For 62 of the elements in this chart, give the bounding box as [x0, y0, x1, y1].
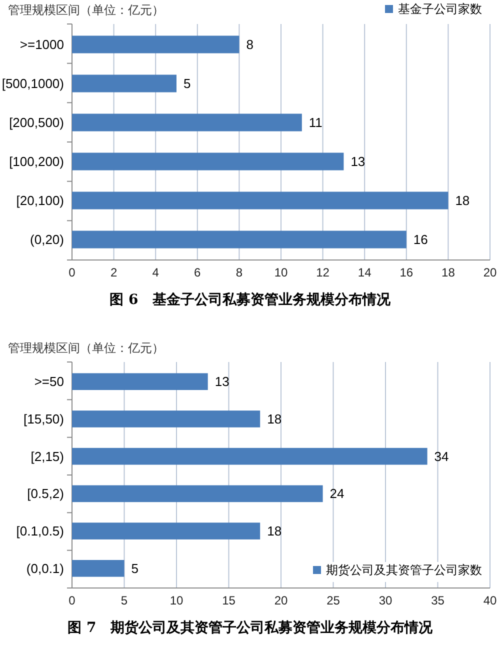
bar — [72, 74, 176, 92]
x-tick-label: 15 — [222, 594, 236, 608]
y-tick-label: [500,1000) — [2, 76, 64, 92]
x-tick-label: 5 — [120, 594, 128, 608]
x-tick-label: 0 — [68, 594, 76, 608]
data-label: 18 — [267, 412, 282, 427]
data-label: 24 — [330, 486, 344, 502]
x-tick-label: 20 — [483, 266, 497, 280]
bar — [72, 152, 344, 170]
x-tick-label: 35 — [431, 594, 445, 608]
y-tick-label: [2,15) — [30, 448, 64, 464]
y-tick-label: [20,100) — [16, 193, 64, 208]
y-tick-label: (0,0.1) — [26, 560, 64, 576]
y-tick-label: (0,20) — [30, 232, 64, 248]
x-tick-label: 2 — [110, 266, 118, 280]
data-label: 34 — [434, 448, 449, 464]
x-tick-label: 16 — [400, 266, 414, 280]
text: 图 6 基金子公司私募资管业务规模分布情况 — [110, 292, 392, 308]
y-axis-title: 管理规模区间（单位：亿元） — [8, 3, 164, 17]
x-tick-label: 10 — [274, 266, 288, 280]
y-tick-label: [15,50) — [24, 412, 64, 427]
data-label: 8 — [246, 37, 254, 52]
y-tick-label: [0.5,2) — [27, 486, 64, 502]
y-tick-label: >=1000 — [20, 37, 64, 52]
y-tick-label: [100,200) — [9, 154, 64, 170]
data-label: 5 — [184, 76, 191, 92]
x-tick-label: 14 — [358, 266, 372, 280]
data-label: 13 — [214, 374, 230, 390]
bar — [72, 560, 124, 577]
bar — [72, 410, 260, 428]
y-axis-title: 管理规模区间（单位：亿元） — [8, 341, 164, 355]
x-tick-label: 4 — [152, 266, 160, 280]
data-label: 18 — [267, 524, 282, 539]
bar — [72, 448, 428, 465]
data-label: 11 — [308, 115, 322, 130]
data-label: 16 — [413, 232, 428, 248]
bar — [72, 230, 406, 248]
bar — [72, 373, 208, 390]
x-tick-label: 25 — [326, 594, 340, 608]
y-tick-label: [0.1,0.5) — [16, 524, 64, 539]
bar — [72, 485, 323, 502]
x-tick-label: 12 — [316, 266, 330, 280]
legend-label: 基金子公司家数 — [398, 2, 482, 16]
bar — [72, 114, 302, 132]
data-label: 18 — [455, 193, 470, 208]
legend-label: 期货公司及其资管子公司家数 — [326, 563, 482, 577]
bar — [72, 192, 448, 210]
y-tick-label: [200,500) — [9, 115, 64, 130]
y-tick-label: >=50 — [34, 374, 64, 390]
bar — [72, 522, 260, 540]
x-tick-label: 8 — [236, 266, 243, 280]
x-tick-label: 18 — [442, 266, 456, 280]
x-tick-label: 0 — [68, 266, 76, 280]
data-label: 5 — [131, 560, 138, 576]
x-tick-label: 6 — [194, 266, 202, 280]
x-tick-label: 30 — [378, 594, 392, 608]
x-tick-label: 40 — [483, 594, 497, 608]
data-label: 13 — [350, 154, 366, 170]
x-tick-label: 20 — [274, 594, 288, 608]
x-tick-label: 10 — [170, 594, 184, 608]
text: 图 7 期货公司及其资管子公司私募资管业务规模分布情况 — [68, 620, 434, 636]
bar — [72, 36, 240, 54]
